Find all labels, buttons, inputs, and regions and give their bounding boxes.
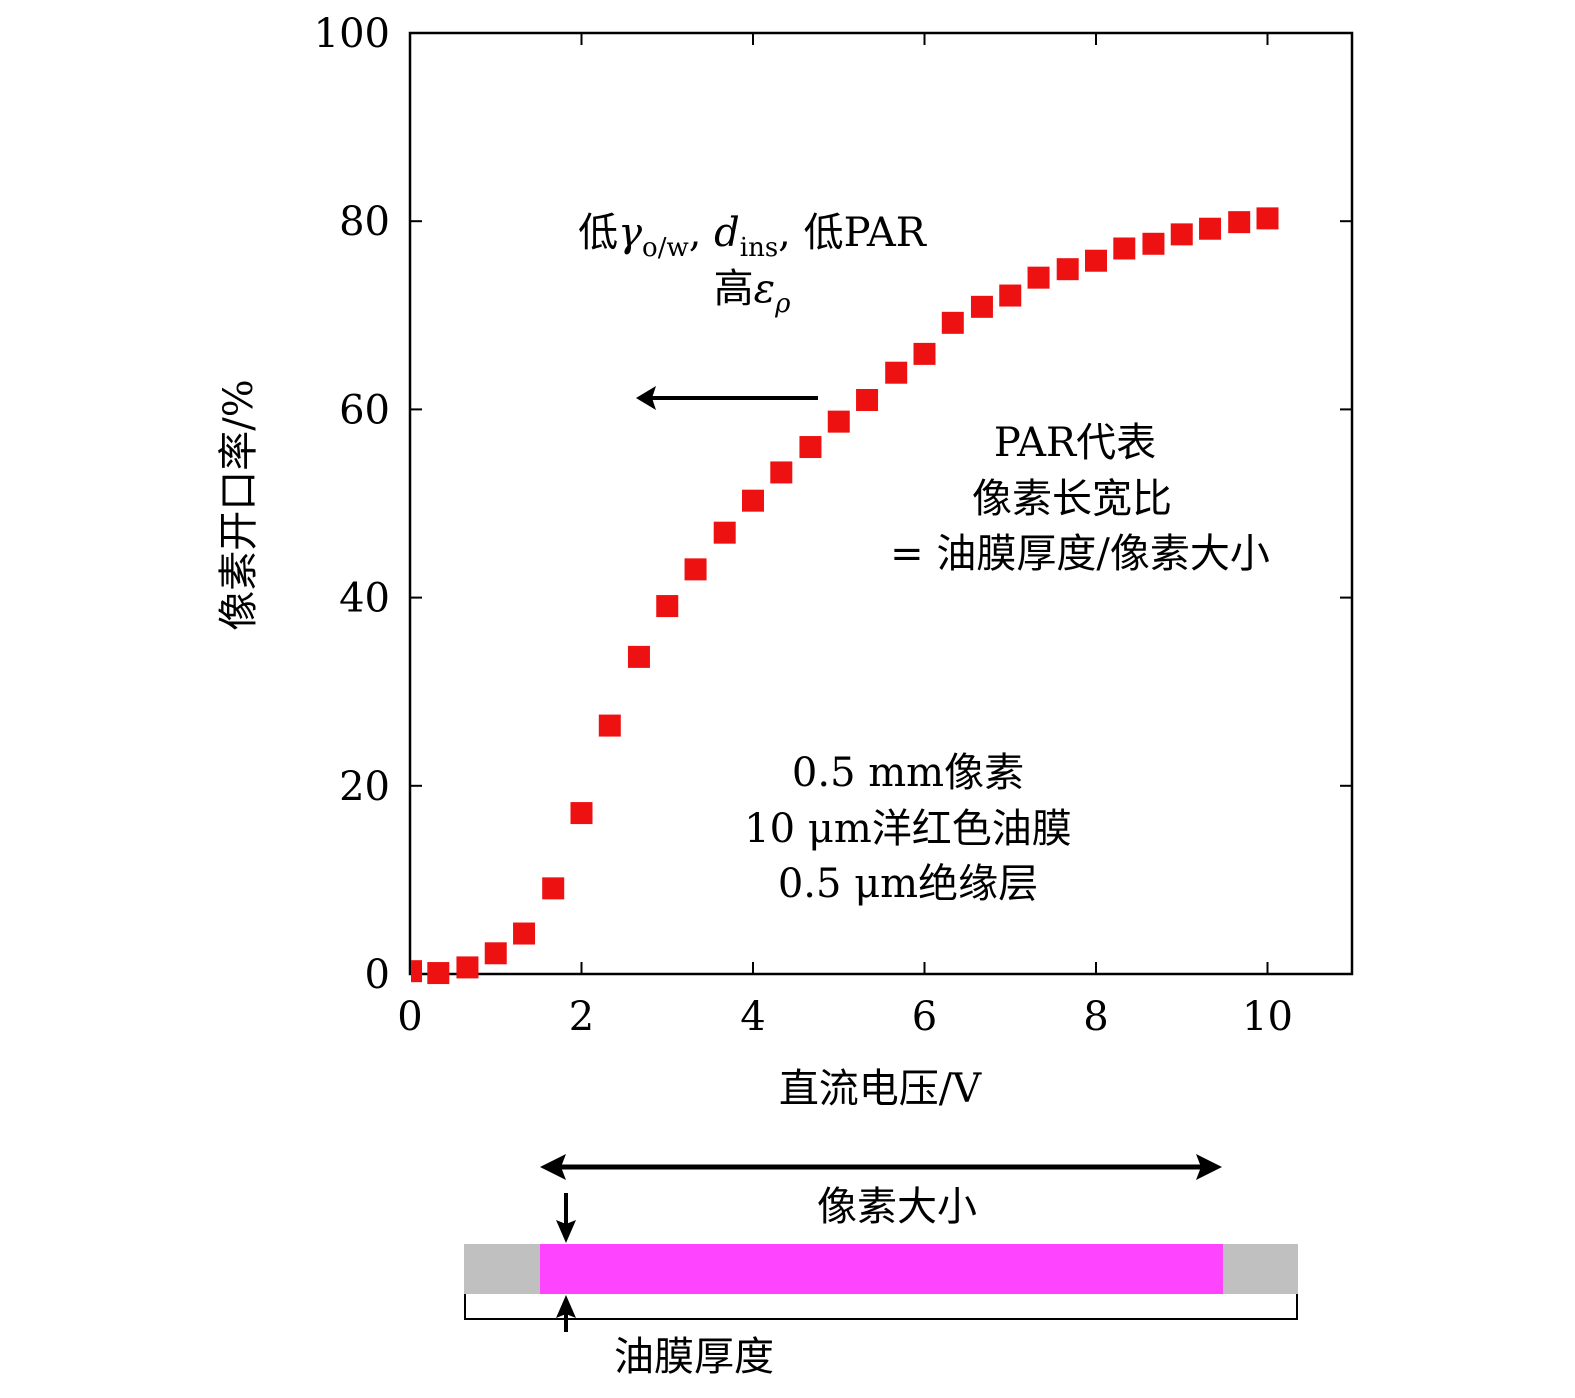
y-tick-label: 60 — [339, 387, 390, 433]
x-tick-label: 4 — [740, 994, 765, 1040]
y-tick-label: 40 — [339, 576, 390, 622]
data-point — [999, 284, 1022, 307]
pixel-size-label: 像素大小 — [817, 1184, 977, 1230]
setup-note-line2: 10 μm洋红色油膜 — [744, 806, 1072, 852]
setup-note-line1: 0.5 mm像素 — [792, 750, 1024, 796]
y-axis-ticks: 0 20 40 60 80 100 — [314, 11, 1352, 998]
y-tick-label: 80 — [339, 199, 390, 245]
y-tick-label: 100 — [314, 11, 390, 57]
data-point — [742, 489, 764, 512]
data-point — [656, 595, 679, 618]
data-point — [941, 311, 964, 334]
data-point — [1056, 258, 1079, 281]
data-point — [1170, 223, 1193, 246]
plot-frame — [408, 31, 1354, 976]
setup-note-line3: 0.5 μm绝缘层 — [778, 861, 1038, 907]
magenta-oil-film — [540, 1244, 1223, 1294]
data-point — [827, 410, 850, 433]
left-arrowhead-icon — [636, 386, 656, 410]
left-wall — [464, 1244, 540, 1294]
arrow-annotation-line2: 高ερ — [714, 266, 791, 319]
data-point — [799, 436, 822, 459]
data-point — [1085, 249, 1107, 272]
oil-thickness-label: 油膜厚度 — [614, 1334, 774, 1380]
data-point — [1027, 266, 1050, 289]
x-tick-label: 0 — [397, 994, 422, 1040]
x-axis-ticks: 0 2 4 6 8 10 — [397, 33, 1293, 1040]
par-note-line1: PAR代表 — [994, 420, 1156, 466]
data-point — [885, 361, 908, 384]
data-point — [684, 558, 707, 581]
data-point — [411, 960, 422, 983]
x-tick-label: 10 — [1242, 994, 1293, 1040]
y-tick-label: 20 — [339, 764, 390, 810]
data-point — [513, 922, 536, 945]
data-point — [484, 942, 507, 965]
data-point — [1256, 207, 1279, 230]
par-note-line2: 像素长宽比 — [972, 476, 1172, 522]
data-point — [1113, 237, 1136, 260]
data-point — [713, 521, 736, 544]
substrate-bracket — [464, 1294, 1298, 1320]
par-note-line3: = 油膜厚度/像素大小 — [890, 531, 1270, 577]
data-point — [1199, 217, 1222, 240]
data-point — [456, 956, 479, 979]
data-point — [913, 342, 936, 365]
data-point — [627, 645, 650, 668]
data-point — [570, 802, 593, 825]
data-point — [542, 877, 565, 900]
x-tick-label: 8 — [1083, 994, 1108, 1040]
x-tick-label: 6 — [912, 994, 937, 1040]
data-point — [598, 714, 621, 737]
data-point — [970, 295, 993, 318]
y-tick-label: 0 — [365, 952, 390, 998]
x-tick-label: 2 — [569, 994, 594, 1040]
data-point — [1228, 211, 1251, 234]
data-point — [1142, 232, 1165, 255]
pixel-size-left-arrowhead-icon — [540, 1154, 566, 1180]
data-point — [856, 388, 879, 411]
thickness-down-arrowhead-icon — [556, 1220, 576, 1243]
y-axis-label: 像素开口率/% — [216, 379, 262, 630]
data-point — [770, 461, 793, 484]
arrow-annotation-line1: 低γo/w, dins, 低PAR — [578, 210, 928, 263]
data-points — [411, 207, 1279, 985]
pixel-size-right-arrowhead-icon — [1196, 1154, 1222, 1180]
pixel-diagram: 像素大小 油膜厚度 — [464, 1154, 1298, 1380]
right-wall — [1223, 1244, 1298, 1294]
x-axis-label: 直流电压/V — [779, 1066, 982, 1112]
data-point — [427, 962, 450, 985]
thickness-up-arrowhead-icon — [556, 1295, 576, 1318]
